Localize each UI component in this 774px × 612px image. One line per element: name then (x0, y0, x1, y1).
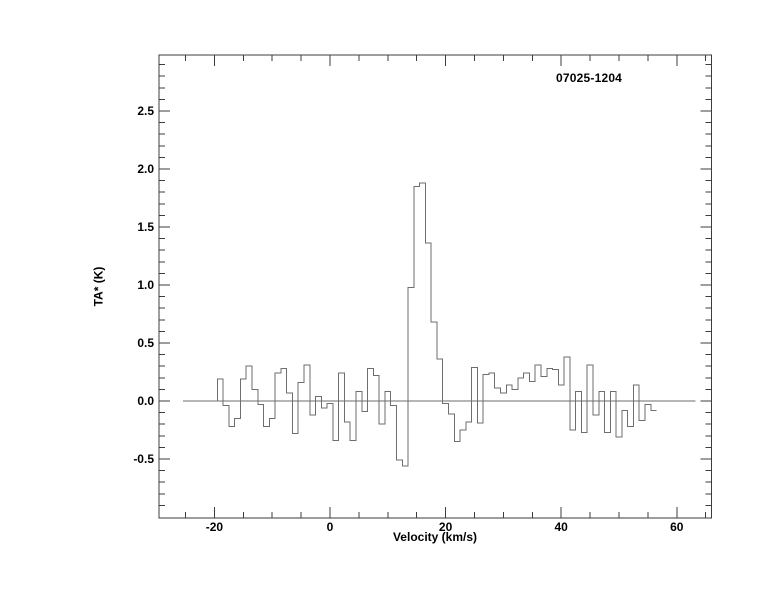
x-tick-label: 40 (554, 520, 568, 534)
y-tick-label: 2.0 (137, 162, 154, 176)
y-axis-title: TA* (K) (91, 266, 106, 307)
y-tick-label: 1.5 (137, 220, 154, 234)
x-tick-label: -20 (205, 520, 224, 534)
x-tick-label: 60 (670, 520, 684, 534)
y-tick-label: 0.5 (137, 336, 154, 350)
x-tick-label: 0 (326, 520, 334, 534)
x-tick-label: 20 (438, 520, 453, 534)
source-name-label: 07025-1204 (556, 71, 623, 85)
y-tick-label: 1.0 (137, 278, 154, 292)
x-axis-title: Velocity (km/s) (392, 530, 478, 544)
y-tick-label: 0.0 (137, 394, 154, 408)
plot-box (158, 54, 712, 519)
y-tick-label: -0.5 (133, 452, 154, 466)
spectrum-trace (216, 182, 657, 467)
y-tick-label: 2.5 (137, 104, 154, 118)
